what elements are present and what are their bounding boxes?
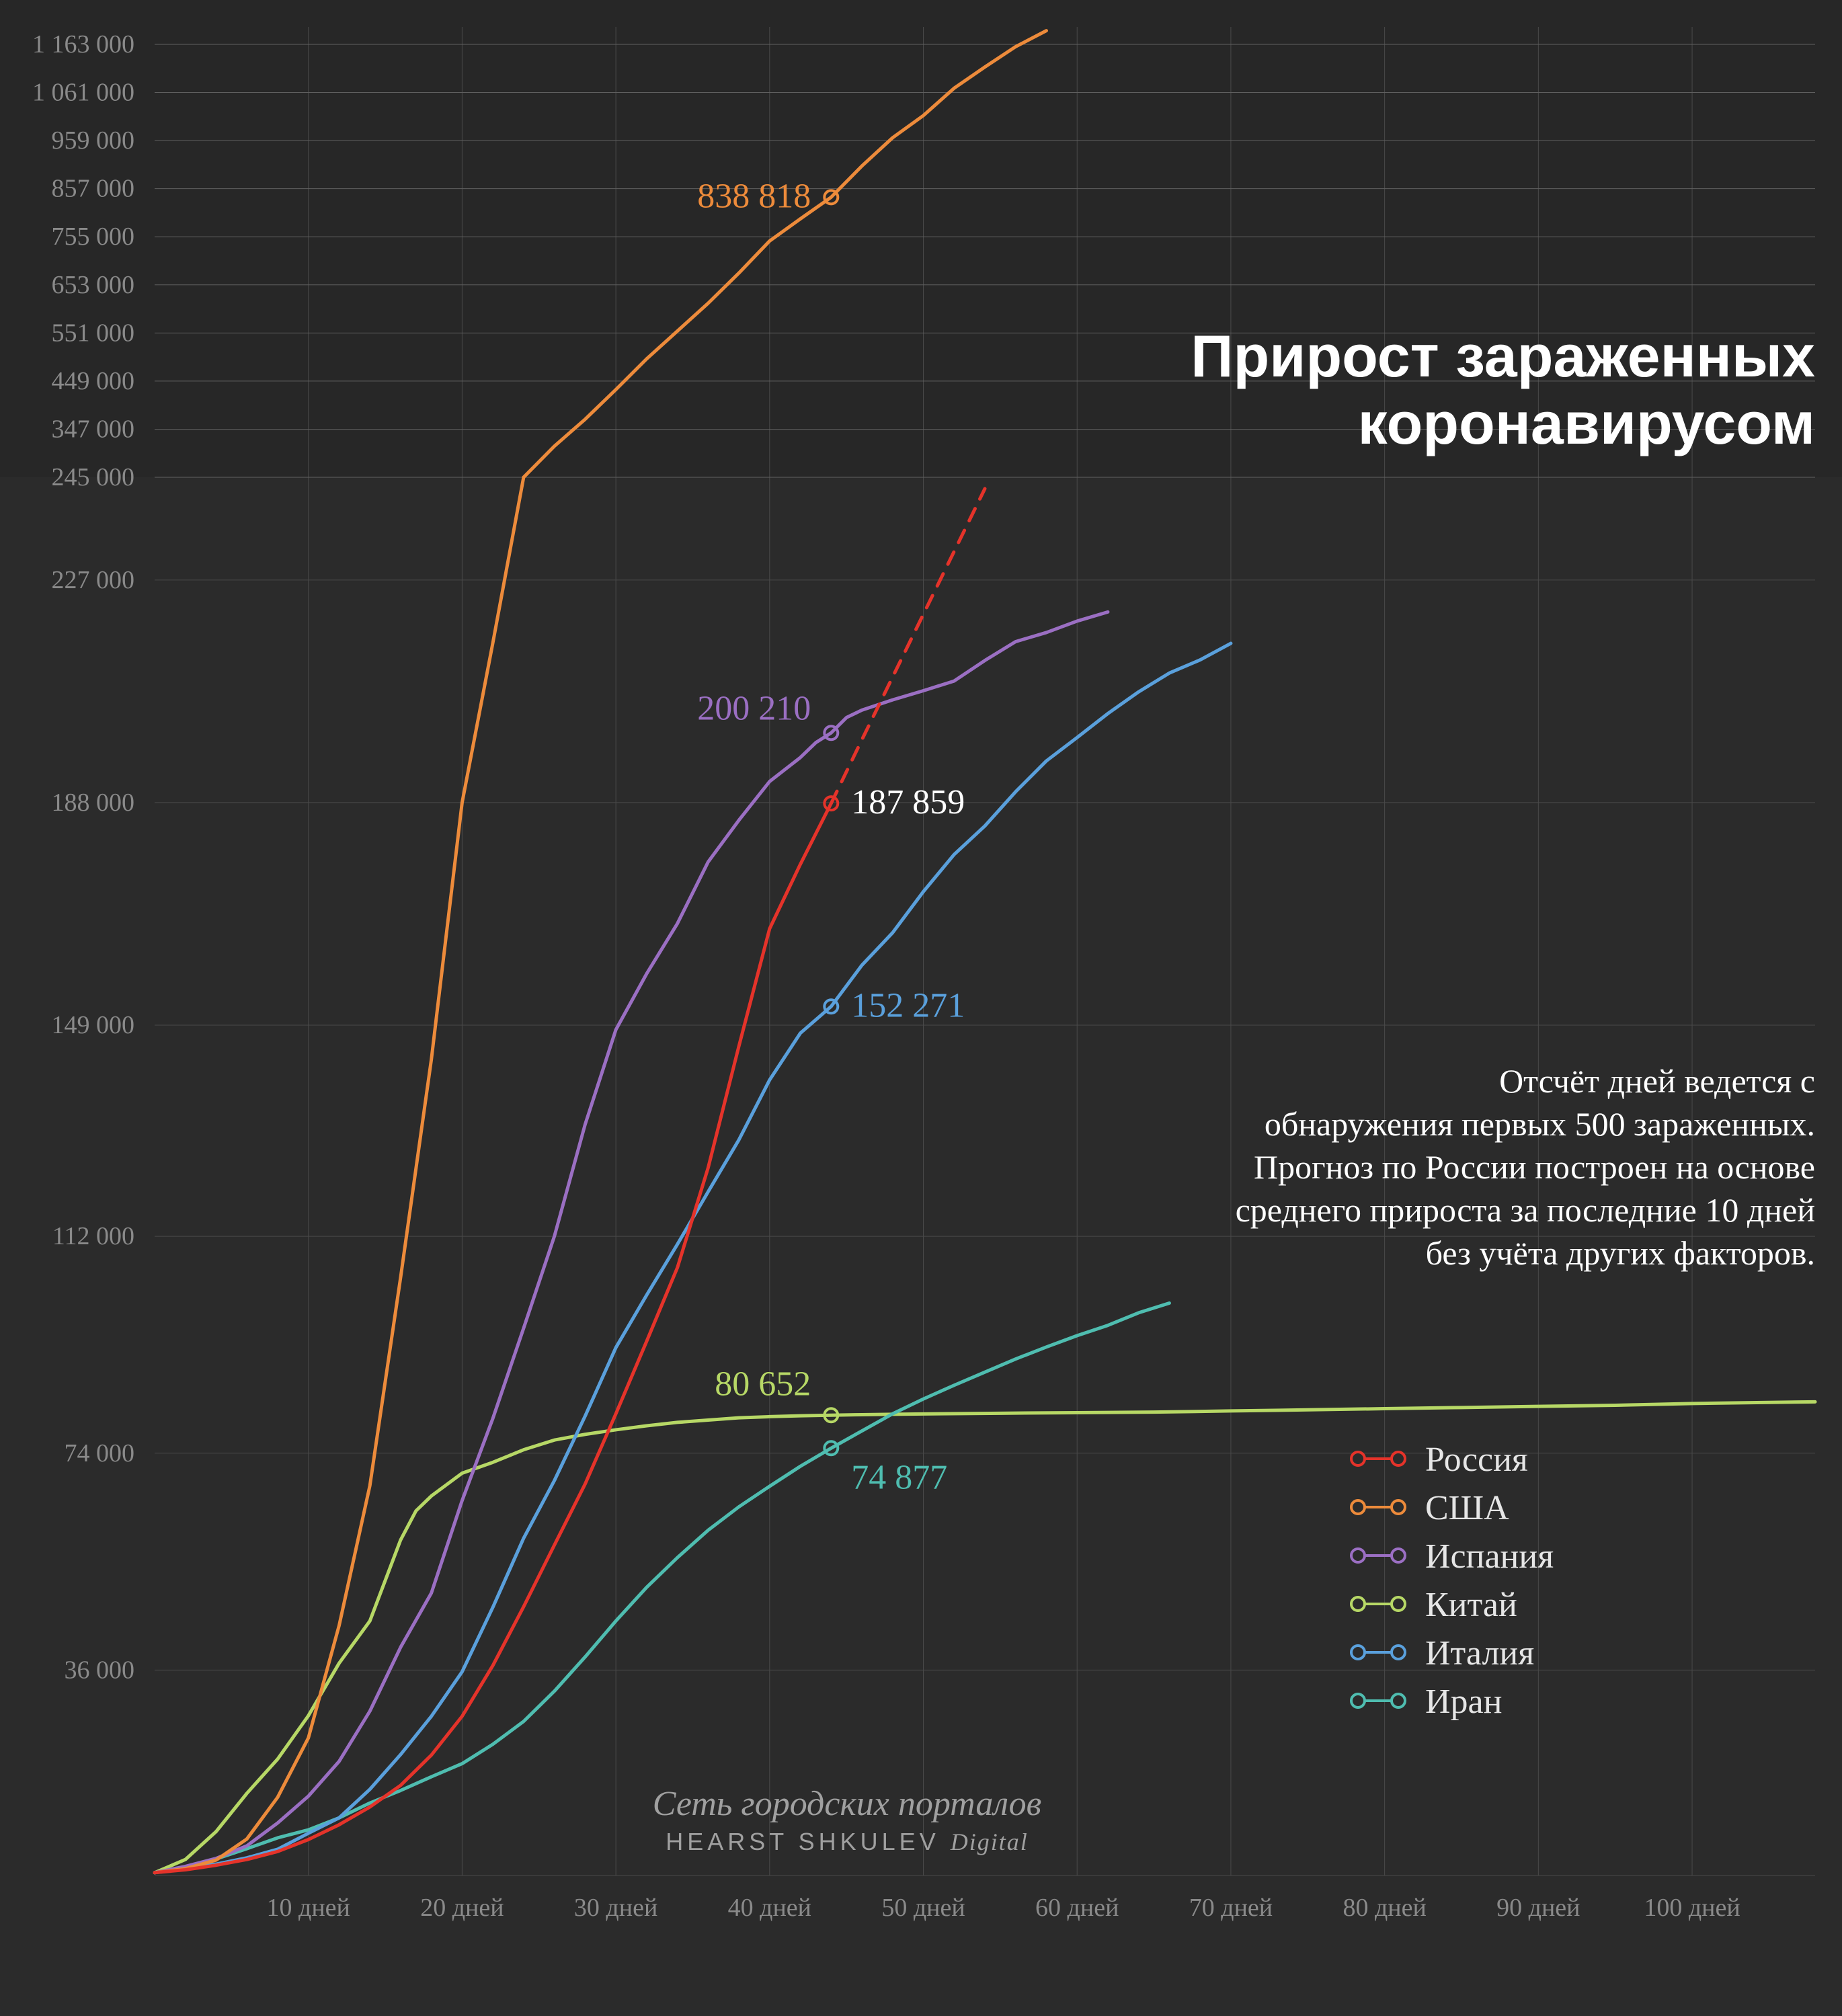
chart-note-line: Отсчёт дней ведется с: [1499, 1062, 1815, 1100]
value-label-china: 80 652: [715, 1365, 811, 1403]
legend-bullet: [1392, 1549, 1405, 1562]
legend-bullet: [1351, 1646, 1365, 1659]
x-tick-label: 60 дней: [1035, 1894, 1119, 1922]
x-tick-label: 40 дней: [728, 1894, 811, 1922]
x-tick-label: 90 дней: [1496, 1894, 1580, 1922]
y-tick-label: 1 061 000: [32, 79, 134, 107]
legend-bullet: [1392, 1452, 1405, 1465]
y-tick-label: 755 000: [52, 223, 135, 251]
value-label-spain: 200 210: [697, 689, 811, 727]
legend-bullet: [1351, 1549, 1365, 1562]
y-tick-label: 347 000: [52, 415, 135, 443]
legend-label-italy: Италия: [1425, 1634, 1534, 1672]
footer-brand-line2: HEARST SHKULEV Digital: [666, 1828, 1028, 1855]
y-tick-label: 1 163 000: [32, 30, 134, 58]
y-tick-label: 653 000: [52, 271, 135, 299]
y-tick-label: 74 000: [65, 1439, 135, 1467]
x-tick-label: 20 дней: [420, 1894, 504, 1922]
y-tick-label: 551 000: [52, 319, 135, 347]
y-tick-label: 36 000: [65, 1656, 135, 1684]
legend-label-russia: Россия: [1425, 1441, 1528, 1479]
legend-bullet: [1392, 1694, 1405, 1707]
x-tick-label: 10 дней: [267, 1894, 350, 1922]
footer-brand-line1: Сеть городских порталов: [653, 1785, 1041, 1823]
legend-bullet: [1351, 1500, 1365, 1514]
x-tick-label: 80 дней: [1343, 1894, 1426, 1922]
chart-note-line: среднего прироста за последние 10 дней: [1236, 1191, 1815, 1229]
x-tick-label: 50 дней: [881, 1894, 965, 1922]
legend-label-china: Китай: [1425, 1586, 1517, 1624]
legend-bullet: [1392, 1597, 1405, 1611]
x-tick-label: 30 дней: [574, 1894, 657, 1922]
y-tick-label: 149 000: [52, 1011, 135, 1039]
y-tick-label: 959 000: [52, 126, 135, 155]
legend-bullet: [1351, 1694, 1365, 1707]
y-tick-label: 245 000: [52, 463, 135, 491]
legend-label-iran: Иран: [1425, 1683, 1502, 1721]
value-label-italy: 152 271: [851, 986, 965, 1024]
chart-title-line1: Прирост зараженных: [1191, 323, 1815, 389]
value-label-usa: 838 818: [697, 177, 811, 215]
x-tick-label: 70 дней: [1189, 1894, 1273, 1922]
x-tick-label: 100 дней: [1644, 1894, 1740, 1922]
legend-bullet: [1351, 1597, 1365, 1611]
legend-bullet: [1351, 1452, 1365, 1465]
coronavirus-growth-chart: 36 000 74 000 112 000 149 000 188 000 227 000…: [0, 0, 1842, 2016]
chart-note-line: обнаружения первых 500 зараженных.: [1265, 1105, 1815, 1143]
y-tick-label: 227 000: [52, 566, 135, 594]
legend-label-usa: США: [1425, 1489, 1509, 1527]
y-tick-label: 188 000: [52, 789, 135, 817]
value-label-russia: 187 859: [851, 783, 965, 821]
chart-note-line: Прогноз по России построен на основе: [1254, 1148, 1815, 1186]
y-tick-label: 112 000: [52, 1222, 134, 1250]
chart-note-line: без учёта других факторов.: [1426, 1234, 1815, 1272]
legend-bullet: [1392, 1500, 1405, 1514]
y-tick-label: 857 000: [52, 175, 135, 203]
legend-label-spain: Испания: [1425, 1537, 1554, 1576]
y-tick-label: 449 000: [52, 367, 135, 395]
legend-bullet: [1392, 1646, 1405, 1659]
value-label-iran: 74 877: [851, 1458, 947, 1496]
chart-title-line2: коронавирусом: [1358, 390, 1815, 456]
